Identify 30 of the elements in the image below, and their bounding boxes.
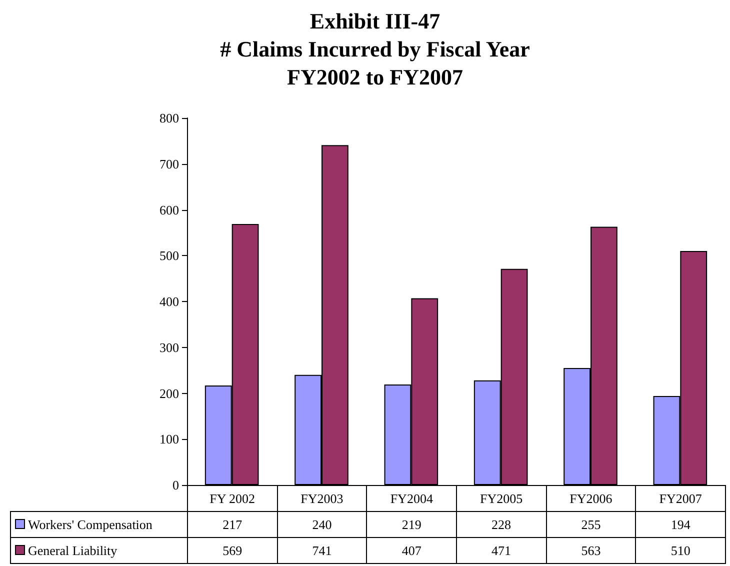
y-tick-label: 700 — [160, 156, 179, 172]
x-tick-label: FY2004 — [366, 486, 456, 512]
data-label: 194 — [636, 512, 726, 538]
data-label: 569 — [188, 538, 278, 564]
data-label: 563 — [546, 538, 636, 564]
data-label: 217 — [188, 512, 278, 538]
data-label: 240 — [277, 512, 367, 538]
x-tick-label: FY2006 — [546, 486, 636, 512]
data-label: 471 — [456, 538, 546, 564]
data-label: 255 — [546, 512, 636, 538]
x-tick-label: FY 2002 — [188, 486, 278, 512]
data-label: 510 — [636, 538, 726, 564]
chart-title: Exhibit III-47 # Claims Incurred by Fiscal Year FY2002 to FY2007 — [220, 8, 530, 90]
legend-label: General Liability — [10, 538, 188, 564]
y-tick-label: 200 — [160, 386, 179, 401]
data-label: 407 — [366, 538, 456, 564]
data-label: 741 — [277, 538, 367, 564]
x-tick-label: FY2003 — [277, 486, 367, 512]
y-tick-label: 400 — [160, 294, 179, 309]
y-tick-label: 100 — [160, 432, 179, 447]
x-tick-label: FY2005 — [456, 486, 546, 512]
y-tick-label: 0 — [172, 478, 179, 492]
legend-label: Workers' Compensation — [10, 512, 188, 538]
y-tick-label: 800 — [160, 110, 179, 126]
data-label: 228 — [456, 512, 546, 538]
y-tick-label: 500 — [160, 248, 179, 264]
x-tick-label: FY2007 — [636, 486, 726, 512]
y-tick-label: 600 — [160, 202, 179, 218]
y-tick-label: 300 — [160, 340, 179, 355]
data-label: 219 — [366, 512, 456, 538]
